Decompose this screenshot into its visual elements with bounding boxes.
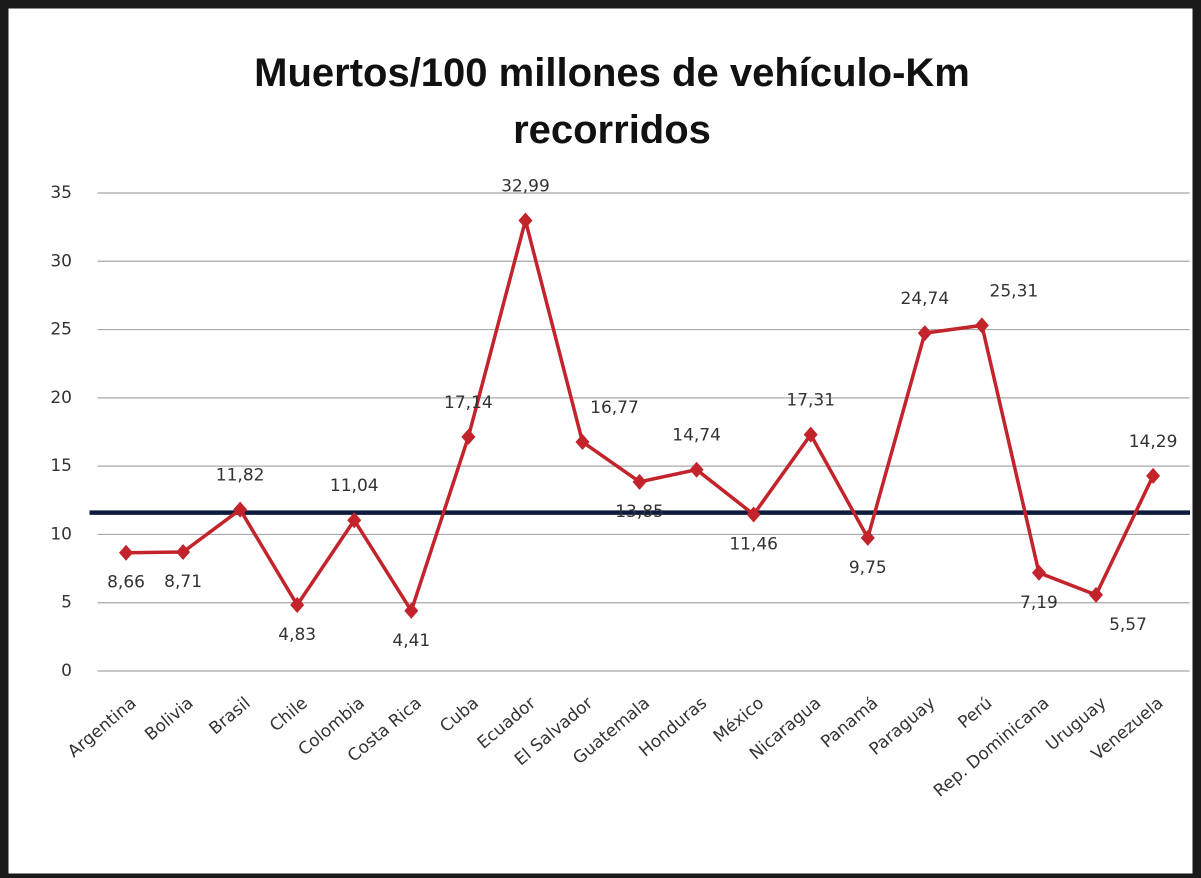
marker: [461, 428, 476, 445]
chart-title: Muertos/100 millones de vehículo-Km recor…: [254, 51, 970, 152]
marker: [119, 544, 134, 561]
y-tick-label: 30: [50, 251, 72, 271]
marker: [803, 426, 818, 443]
marker: [176, 544, 191, 561]
data-label: 5,57: [1109, 615, 1147, 635]
marker: [1146, 467, 1161, 484]
data-label: 4,41: [392, 631, 430, 651]
marker: [347, 512, 362, 529]
y-tick-label: 5: [61, 593, 72, 613]
y-tick-label: 15: [50, 456, 72, 476]
data-label: 8,71: [164, 572, 202, 592]
data-label: 16,77: [590, 398, 639, 418]
data-label: 11,04: [330, 476, 379, 496]
marker: [632, 473, 647, 490]
data-label: 11,46: [729, 534, 778, 554]
marker: [689, 461, 704, 478]
data-label: 13,85: [615, 502, 664, 522]
marker: [1031, 564, 1046, 581]
y-tick-label: 35: [50, 183, 72, 203]
marker: [290, 597, 305, 614]
marker: [974, 317, 989, 334]
data-label: 32,99: [501, 176, 550, 196]
title-line: recorridos: [513, 108, 711, 152]
marker: [1089, 586, 1104, 603]
marker: [575, 433, 590, 450]
y-tick-label: 10: [50, 524, 72, 544]
marker: [518, 212, 533, 229]
marker: [404, 602, 419, 619]
data-label: 14,74: [672, 426, 721, 446]
data-label: 25,31: [990, 281, 1039, 301]
y-tick-label: 20: [50, 388, 72, 408]
data-label: 11,82: [216, 466, 265, 486]
marker: [233, 501, 248, 518]
y-tick-label: 0: [61, 661, 72, 681]
data-label: 9,75: [849, 558, 887, 578]
title-line: Muertos/100 millones de vehículo-Km: [254, 51, 970, 95]
data-label: 4,83: [278, 625, 316, 645]
marker: [860, 529, 875, 546]
data-label: 17,31: [786, 391, 835, 411]
marker: [746, 506, 761, 523]
data-label: 24,74: [901, 289, 950, 309]
data-label: 14,29: [1129, 432, 1178, 452]
data-label: 7,19: [1020, 593, 1058, 613]
y-tick-label: 25: [50, 320, 72, 340]
data-label: 17,14: [444, 393, 493, 413]
data-label: 8,66: [107, 573, 145, 593]
marker: [917, 325, 932, 342]
